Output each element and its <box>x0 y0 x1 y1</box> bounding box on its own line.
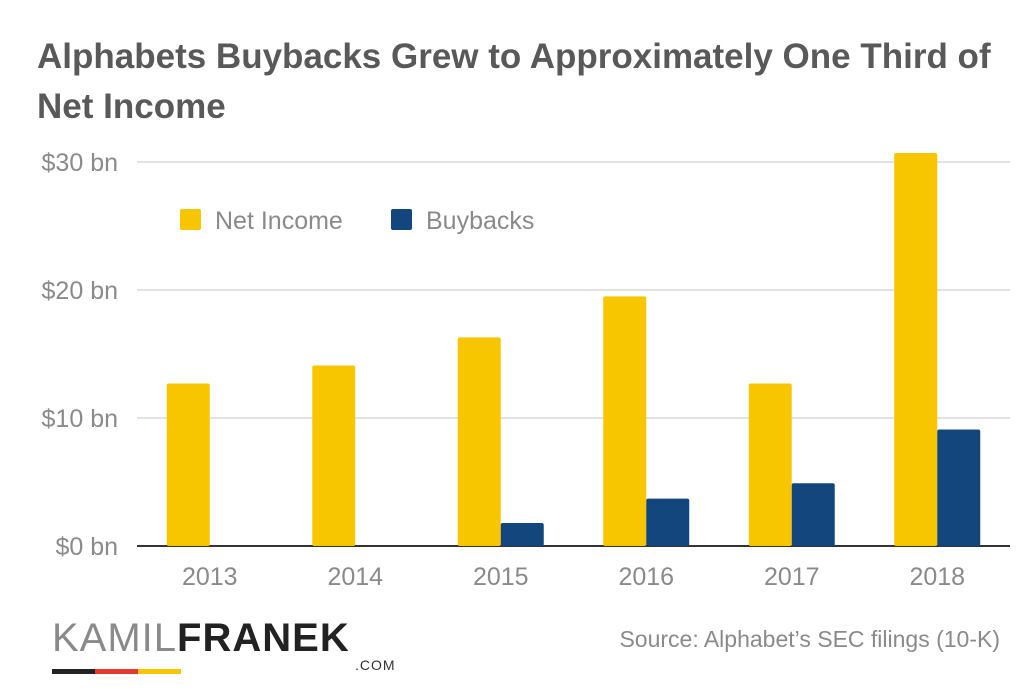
x-tick-label: 2013 <box>182 563 238 591</box>
logo-text-part1: KAMIL <box>52 616 178 660</box>
y-axis-labels: $0 bn $10 bn $20 bn $30 bn <box>42 149 118 561</box>
x-tick-label: 2016 <box>618 563 674 591</box>
logo-text-part2: FRANEK <box>177 616 350 660</box>
y-tick-label: $30 bn <box>42 149 118 177</box>
y-tick-label: $20 bn <box>42 277 118 305</box>
chart-title: Alphabets Buybacks Grew to Approximately… <box>37 37 991 126</box>
logo-bar-segment <box>138 669 181 674</box>
y-tick-label: $10 bn <box>42 405 118 433</box>
legend-swatch-buybacks <box>391 209 412 230</box>
source-note: Source: Alphabet’s SEC filings (10-K) <box>619 626 1000 652</box>
logo-color-bar <box>52 661 182 674</box>
logo-domain: .COM <box>355 657 396 673</box>
buybacks-bar <box>500 522 544 546</box>
net-income-bar <box>312 365 356 546</box>
bars <box>166 153 981 547</box>
x-tick-label: 2015 <box>473 563 529 591</box>
net-income-bar <box>748 383 792 546</box>
net-income-bar <box>603 296 647 546</box>
x-tick-label: 2018 <box>909 563 965 591</box>
net-income-bar <box>166 383 210 546</box>
buybacks-bar <box>937 429 981 546</box>
x-axis-labels: 2013 2014 2015 2016 2017 2018 <box>182 563 965 591</box>
gridlines <box>137 161 1010 547</box>
net-income-bar <box>457 337 501 546</box>
y-tick-label: $0 bn <box>55 533 118 561</box>
logo-bar-segment <box>95 669 138 674</box>
buybacks-bar <box>646 498 690 546</box>
buybacks-bar <box>791 483 835 546</box>
x-tick-label: 2014 <box>327 563 383 591</box>
logo-bar-segment <box>52 669 95 674</box>
net-income-bar <box>894 153 938 547</box>
kamilfranek-logo: KAMILFRANEK .COM <box>52 618 412 678</box>
legend-label-buybacks: Buybacks <box>426 207 534 235</box>
legend-label-net-income: Net Income <box>215 207 343 235</box>
x-tick-label: 2017 <box>764 563 820 591</box>
legend: Net Income Buybacks <box>180 207 534 235</box>
legend-swatch-net-income <box>180 209 201 230</box>
